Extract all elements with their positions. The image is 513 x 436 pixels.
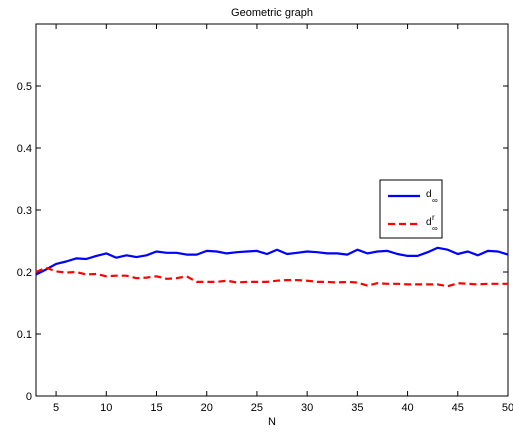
series-line-d-inf-r	[35, 266, 508, 288]
x-tick-label: 30	[301, 402, 313, 414]
x-tick-label: 5	[53, 402, 59, 414]
legend-label: d	[426, 217, 432, 228]
legend-label-subscript: ∞	[432, 196, 438, 205]
x-tick-label: 45	[452, 402, 464, 414]
y-tick-label: 0.5	[17, 81, 32, 93]
series-layer	[35, 246, 509, 288]
legend-label: d	[426, 189, 432, 200]
y-tick-label: 0.2	[17, 267, 32, 279]
y-tick-label: 0.4	[17, 143, 32, 155]
x-tick-label: 25	[251, 402, 263, 414]
y-axis: 0 0.1 0.2 0.3 0.4 0.5	[17, 81, 508, 403]
legend: d∞d∞r	[379, 179, 443, 239]
y-tick-label: 0.3	[17, 205, 32, 217]
x-tick-label: 15	[150, 402, 162, 414]
chart-title: Geometric graph	[231, 7, 313, 19]
legend-box	[379, 179, 443, 239]
x-axis: 5 10 15 20 25 30 35 40 45 50	[53, 24, 513, 414]
series-line-d-inf	[35, 246, 509, 276]
x-tick-label: 35	[351, 402, 363, 414]
x-tick-label: 50	[502, 402, 513, 414]
x-tick-label: 20	[201, 402, 213, 414]
legend-label-subscript: ∞	[432, 224, 438, 233]
y-tick-label: 0.1	[17, 329, 32, 341]
y-tick-label: 0	[26, 391, 32, 403]
x-tick-label: 10	[100, 402, 112, 414]
legend-label-superscript: r	[432, 213, 435, 222]
x-tick-label: 40	[401, 402, 413, 414]
x-axis-label: N	[268, 416, 276, 428]
